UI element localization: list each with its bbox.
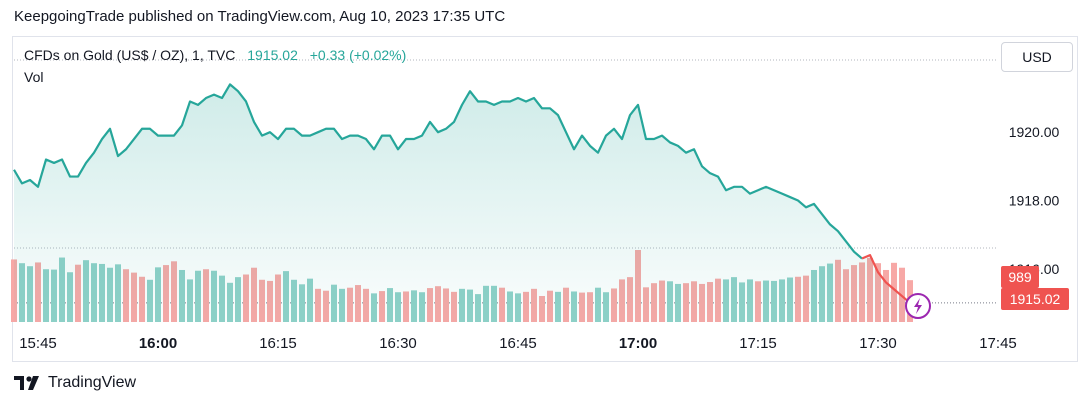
x-tick-label: 17:15: [739, 335, 777, 352]
footer-brand[interactable]: TradingView: [14, 374, 136, 392]
symbol-legend: CFDs on Gold (US$ / OZ), 1, TVC 1915.02 …: [24, 47, 406, 63]
price-change: +0.33 (+0.02%): [309, 47, 407, 63]
last-price: 1915.02: [247, 47, 298, 63]
brand-name: TradingView: [48, 374, 137, 391]
x-tick-label: 16:15: [259, 335, 297, 352]
price-line: [13, 83, 863, 260]
x-tick-label: 16:30: [379, 335, 417, 352]
currency-button[interactable]: USD: [1001, 42, 1073, 72]
x-tick-label: 17:45: [979, 335, 1017, 352]
tradingview-logo-icon: [14, 376, 39, 390]
symbol-name: CFDs on Gold (US$ / OZ), 1, TVC: [24, 47, 236, 63]
chart-frame: [12, 36, 1078, 362]
price-area-fill: [14, 84, 910, 322]
published-header: KeepgoingTrade published on TradingView.…: [14, 8, 506, 25]
volume-legend: Vol: [24, 69, 44, 85]
x-tick-label: 16:45: [499, 335, 537, 352]
x-tick-label: 17:00: [619, 335, 657, 352]
volume-value-box: [1001, 266, 1039, 288]
x-tick-label: 16:00: [139, 335, 177, 352]
last-price-label: 1915.02: [1010, 291, 1061, 307]
x-tick-label: 17:30: [859, 335, 897, 352]
y-tick-label: 1920.00: [1009, 124, 1060, 140]
x-tick-label: 15:45: [19, 335, 57, 352]
volume-value-label: 989: [1008, 269, 1032, 285]
lightning-icon[interactable]: [905, 293, 931, 319]
lightning-icon-bolt: [914, 298, 922, 314]
y-tick-label: 1918.00: [1009, 192, 1060, 208]
last-price-box: [1001, 288, 1069, 310]
price-line-recent: [861, 254, 911, 304]
